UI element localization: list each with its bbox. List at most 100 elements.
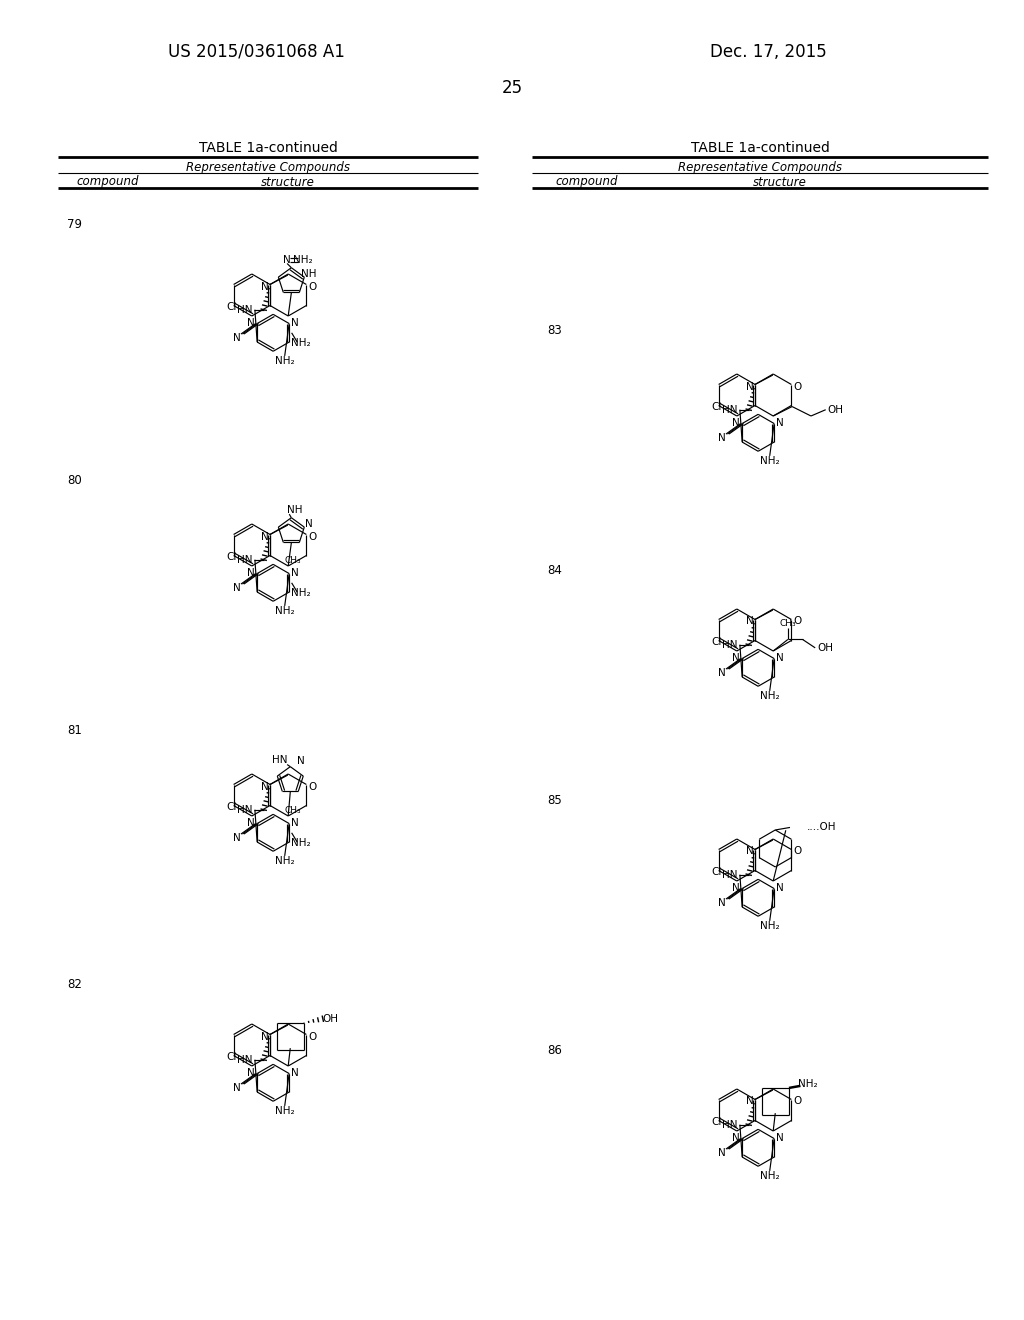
Text: O: O bbox=[794, 381, 802, 392]
Text: NH₂: NH₂ bbox=[798, 1078, 817, 1089]
Text: N: N bbox=[746, 616, 754, 627]
Text: Cl: Cl bbox=[712, 1117, 722, 1126]
Text: O: O bbox=[308, 781, 316, 792]
Text: O: O bbox=[794, 1097, 802, 1106]
Text: Representative Compounds: Representative Compounds bbox=[186, 161, 350, 173]
Text: N: N bbox=[746, 1097, 754, 1106]
Text: N: N bbox=[776, 418, 784, 429]
Text: 81: 81 bbox=[68, 723, 83, 737]
Text: HN: HN bbox=[237, 554, 253, 565]
Text: NH₂: NH₂ bbox=[274, 857, 295, 866]
Text: N: N bbox=[233, 333, 241, 343]
Text: 86: 86 bbox=[548, 1044, 562, 1056]
Text: Cl: Cl bbox=[226, 552, 237, 561]
Text: HN: HN bbox=[237, 805, 253, 814]
Text: structure: structure bbox=[261, 176, 315, 189]
Text: OH: OH bbox=[323, 1014, 338, 1024]
Text: N: N bbox=[297, 756, 305, 767]
Text: HN: HN bbox=[272, 755, 288, 766]
Text: NH₂: NH₂ bbox=[291, 589, 310, 598]
Text: NH₂: NH₂ bbox=[274, 1106, 295, 1117]
Text: Dec. 17, 2015: Dec. 17, 2015 bbox=[710, 44, 826, 61]
Text: N: N bbox=[305, 519, 313, 529]
Text: N: N bbox=[291, 569, 299, 578]
Text: Cl: Cl bbox=[226, 1052, 237, 1061]
Text: O: O bbox=[794, 846, 802, 857]
Text: 85: 85 bbox=[548, 793, 562, 807]
Text: structure: structure bbox=[753, 176, 807, 189]
Text: N: N bbox=[732, 1134, 740, 1143]
Text: 84: 84 bbox=[548, 564, 562, 577]
Text: N: N bbox=[732, 883, 740, 894]
Text: 83: 83 bbox=[548, 323, 562, 337]
Text: NH: NH bbox=[301, 269, 317, 279]
Text: N: N bbox=[718, 1148, 726, 1158]
Text: N: N bbox=[233, 583, 241, 593]
Text: N: N bbox=[261, 532, 269, 541]
Text: N: N bbox=[247, 818, 255, 829]
Text: N: N bbox=[732, 653, 740, 664]
Text: US 2015/0361068 A1: US 2015/0361068 A1 bbox=[168, 44, 344, 61]
Text: N: N bbox=[776, 883, 784, 894]
Text: O: O bbox=[308, 281, 316, 292]
Text: NH₂: NH₂ bbox=[274, 356, 295, 366]
Text: N: N bbox=[718, 433, 726, 444]
Text: N: N bbox=[247, 1068, 255, 1078]
Text: N: N bbox=[291, 318, 299, 329]
Text: TABLE 1a-continued: TABLE 1a-continued bbox=[199, 141, 338, 154]
Text: HN: HN bbox=[237, 305, 253, 314]
Text: N: N bbox=[718, 899, 726, 908]
Text: Cl: Cl bbox=[712, 401, 722, 412]
Text: NH₂: NH₂ bbox=[760, 1171, 779, 1181]
Text: N: N bbox=[746, 381, 754, 392]
Text: Cl: Cl bbox=[712, 866, 722, 876]
Text: N: N bbox=[247, 318, 255, 329]
Text: 82: 82 bbox=[68, 978, 83, 991]
Text: N: N bbox=[291, 1068, 299, 1078]
Text: compound: compound bbox=[77, 176, 139, 189]
Text: 79: 79 bbox=[68, 219, 83, 231]
Text: N: N bbox=[233, 1084, 241, 1093]
Text: Cl: Cl bbox=[226, 801, 237, 812]
Text: Cl: Cl bbox=[712, 636, 722, 647]
Text: N: N bbox=[732, 418, 740, 429]
Text: 25: 25 bbox=[502, 79, 522, 96]
Text: N: N bbox=[284, 255, 291, 265]
Text: N: N bbox=[261, 781, 269, 792]
Text: HN: HN bbox=[722, 1119, 737, 1130]
Text: N: N bbox=[718, 668, 726, 678]
Text: N: N bbox=[776, 1134, 784, 1143]
Text: NH₂: NH₂ bbox=[760, 921, 779, 931]
Text: CH₃: CH₃ bbox=[285, 556, 301, 565]
Text: O: O bbox=[794, 616, 802, 627]
Text: N: N bbox=[261, 1031, 269, 1041]
Text: NH₂: NH₂ bbox=[760, 692, 779, 701]
Text: N: N bbox=[291, 818, 299, 829]
Text: ....OH: ....OH bbox=[807, 822, 837, 833]
Text: HN: HN bbox=[722, 870, 737, 879]
Text: CH₃: CH₃ bbox=[779, 619, 797, 628]
Text: NH₂: NH₂ bbox=[293, 255, 312, 265]
Text: OH: OH bbox=[827, 405, 844, 414]
Text: O: O bbox=[308, 532, 316, 541]
Text: O: O bbox=[308, 1031, 316, 1041]
Text: TABLE 1a-continued: TABLE 1a-continued bbox=[690, 141, 829, 154]
Text: HN: HN bbox=[237, 1055, 253, 1065]
Text: CH₃: CH₃ bbox=[285, 807, 301, 816]
Text: NH₂: NH₂ bbox=[760, 457, 779, 466]
Text: N: N bbox=[746, 846, 754, 857]
Text: Cl: Cl bbox=[226, 301, 237, 312]
Text: N: N bbox=[261, 281, 269, 292]
Text: HN: HN bbox=[722, 640, 737, 649]
Text: N: N bbox=[247, 569, 255, 578]
Text: N: N bbox=[233, 833, 241, 843]
Text: NH₂: NH₂ bbox=[291, 838, 310, 849]
Text: compound: compound bbox=[556, 176, 618, 189]
Text: NH₂: NH₂ bbox=[291, 338, 310, 348]
Text: OH: OH bbox=[817, 643, 834, 653]
Text: N: N bbox=[776, 653, 784, 664]
Text: NH: NH bbox=[287, 506, 302, 515]
Text: 80: 80 bbox=[68, 474, 82, 487]
Text: HN: HN bbox=[722, 405, 737, 414]
Text: Representative Compounds: Representative Compounds bbox=[678, 161, 842, 173]
